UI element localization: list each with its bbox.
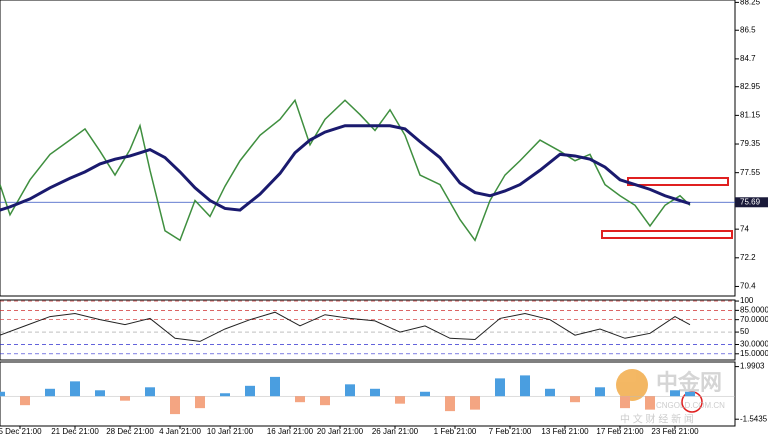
histogram-bar [145, 387, 155, 397]
y-tick-label: 70.0000 [740, 315, 768, 324]
macd-panel [0, 361, 736, 427]
y-tick-label: 74 [740, 224, 749, 233]
x-tick-label: 20 Jan 21:00 [317, 427, 364, 436]
y-tick-label: 77.55 [740, 168, 761, 177]
x-tick-label: 28 Dec 21:00 [106, 427, 154, 436]
histogram-bar [595, 387, 605, 397]
histogram-bar [295, 396, 305, 403]
histogram-bar [370, 388, 380, 397]
histogram-bar [95, 390, 105, 397]
series-line [0, 98, 691, 242]
x-tick-label: 4 Jan 21:00 [159, 427, 201, 436]
histogram-bar [620, 396, 630, 409]
histogram-bar [670, 390, 680, 397]
y-tick-label: 50 [740, 327, 749, 336]
watermark-logo: 中金网 [656, 370, 722, 395]
last-price-box [735, 197, 768, 208]
series-line [0, 124, 691, 212]
histogram-bar [0, 391, 5, 397]
last-price-label: 75.69 [740, 197, 761, 206]
series-line [0, 311, 691, 342]
histogram-bar [570, 396, 580, 403]
y-tick-label: 82.95 [740, 82, 761, 91]
histogram-bar [45, 388, 55, 397]
histogram-bar [270, 376, 280, 397]
y-tick-label: 81.15 [740, 110, 761, 119]
histogram-bar [545, 388, 555, 397]
y-tick-label: 30.0000 [740, 340, 768, 349]
y-tick-label: 1.9903 [740, 362, 765, 371]
y-tick-label: 72.2 [740, 253, 756, 262]
support-box [601, 230, 733, 239]
histogram-bar [395, 396, 405, 404]
main-panel [0, 0, 736, 297]
histogram-bar [220, 393, 230, 397]
histogram-bar [495, 378, 505, 397]
x-tick-label: 16 Jan 21:00 [267, 427, 314, 436]
y-tick-label: 84.7 [740, 54, 756, 63]
x-tick-label: 23 Feb 21:00 [651, 427, 699, 436]
x-tick-label: 7 Feb 21:00 [489, 427, 532, 436]
histogram-bar [120, 396, 130, 401]
x-tick-label: 21 Dec 21:00 [51, 427, 99, 436]
y-tick-label: 15.0000 [740, 349, 768, 358]
watermark-icon [616, 369, 648, 401]
x-tick-label: 1 Feb 21:00 [434, 427, 477, 436]
histogram-bar [470, 396, 480, 410]
x-tick-label: 5 Dec 21:00 [0, 427, 42, 436]
watermark-tagline: 中 文 财 经 新 闻 [620, 413, 694, 426]
y-tick-label: 70.4 [740, 282, 756, 291]
histogram-bar [345, 384, 355, 397]
x-tick-label: 13 Feb 21:00 [541, 427, 589, 436]
histogram-bar [170, 396, 180, 415]
watermark-site: CNGOLD.COM.CN [656, 401, 725, 410]
y-tick-label: -1.5435 [740, 414, 768, 423]
histogram-bar [420, 391, 430, 397]
watermark: 中金网 CNGOLD.COM.CN 中 文 财 经 新 闻 [616, 369, 725, 426]
histogram-bar [70, 381, 80, 397]
histogram-bar [245, 385, 255, 397]
y-tick-label: 100 [740, 296, 754, 305]
histogram-bar [320, 396, 330, 406]
y-tick-label: 85.0000 [740, 305, 768, 314]
oscillator-panel [0, 299, 736, 361]
histogram-bar [645, 396, 655, 410]
x-tick-label: 26 Jan 21:00 [372, 427, 419, 436]
y-tick-label: 88.25 [740, 0, 761, 6]
histogram-bar [195, 396, 205, 409]
y-tick-label: 86.5 [740, 25, 756, 34]
x-tick-label: 10 Jan 21:00 [207, 427, 254, 436]
histogram-bar [20, 396, 30, 406]
histogram-bar [520, 375, 530, 397]
x-tick-label: 17 Feb 21:00 [596, 427, 644, 436]
y-tick-label: 79.35 [740, 139, 761, 148]
resistance-box [627, 177, 729, 186]
histogram-bar [685, 391, 695, 397]
histogram-bar [445, 396, 455, 412]
